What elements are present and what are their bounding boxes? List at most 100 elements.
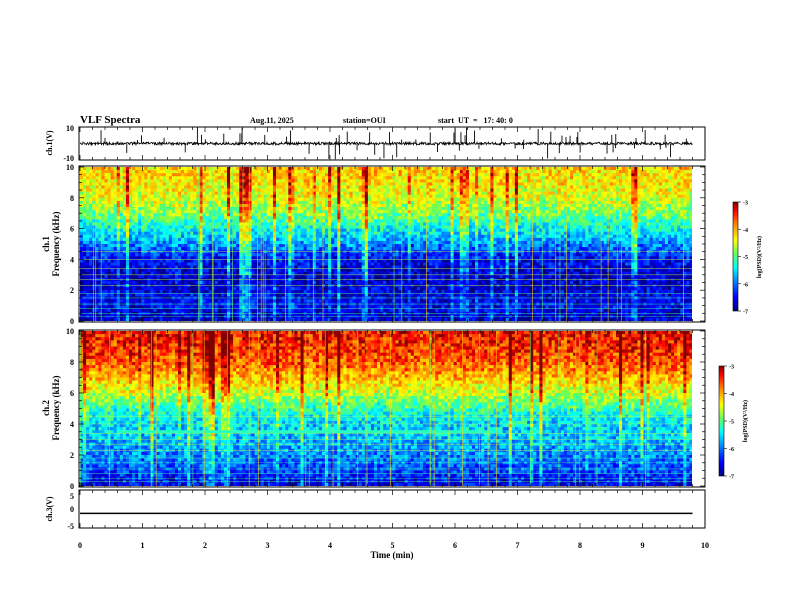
spectrogram-cell — [383, 182, 387, 186]
spectrogram-cell — [162, 185, 167, 189]
spectrogram-cell — [346, 194, 350, 199]
spectrogram-cell — [560, 191, 565, 196]
spectrogram-cell — [539, 225, 543, 229]
spectrogram-cell — [383, 191, 387, 196]
spectrogram-cell — [217, 182, 222, 186]
spectrogram-cell — [334, 234, 338, 239]
spectrogram-cell — [364, 225, 369, 229]
spectrogram-cell — [309, 179, 314, 183]
spectrogram-cell — [101, 179, 105, 183]
spectrogram-cell — [312, 210, 317, 214]
spectrogram-cell — [637, 191, 641, 196]
spectrogram-cell — [429, 197, 433, 202]
spectrogram-cell — [214, 210, 219, 214]
spectrogram-cell — [214, 185, 219, 189]
spectrogram-cell — [370, 185, 375, 189]
spectrogram-cell — [83, 234, 87, 239]
spectrogram-cell — [545, 188, 549, 193]
spectrogram-cell — [416, 216, 421, 220]
spectrogram-cell — [233, 176, 237, 180]
spectrogram-cell — [499, 219, 504, 223]
spectrogram-cell — [514, 188, 519, 193]
spectrogram-cell — [423, 173, 427, 177]
spectrogram-cell — [582, 173, 586, 177]
spectrogram-cell — [579, 173, 583, 177]
spectrogram-cell — [153, 228, 157, 233]
spectrogram-cell — [248, 188, 252, 193]
spectrogram-cell — [548, 210, 553, 214]
spectrogram-cell — [303, 197, 308, 202]
spectrogram-cell — [606, 176, 611, 180]
spectrogram-cell — [677, 194, 681, 199]
spectrogram-cell — [266, 225, 271, 229]
spectrogram-cell — [585, 191, 589, 196]
spectrogram-cell — [132, 225, 136, 229]
spectrogram-cell — [214, 225, 219, 229]
spectrogram-cell — [386, 182, 390, 186]
spectrogram-cell — [536, 225, 540, 229]
spectrogram-cell — [132, 170, 136, 174]
spectrogram-cell — [548, 213, 553, 217]
spectrogram-cell — [343, 182, 347, 186]
spectrogram-cell — [279, 167, 283, 171]
spectrogram-cell — [646, 179, 651, 183]
spectrogram-cell — [588, 231, 592, 236]
spectrogram-cell — [542, 167, 546, 171]
spectrogram-cell — [560, 231, 565, 236]
spectrogram-cell — [600, 176, 605, 180]
spectrogram-cell — [174, 167, 179, 171]
spectrogram-cell — [661, 210, 666, 214]
spectrogram-cell — [171, 182, 176, 186]
spectrogram-cell — [331, 231, 335, 236]
spectrogram-cell — [413, 237, 418, 242]
spectrogram-cell — [597, 234, 602, 239]
spectrogram-cell — [625, 203, 629, 208]
spectrogram-cell — [315, 231, 320, 236]
spectrogram-cell — [162, 240, 167, 245]
spectrogram-cell — [386, 194, 390, 199]
spectrogram-cell — [196, 173, 200, 177]
spectrogram-cell — [285, 176, 289, 180]
spectrogram-cell — [86, 203, 90, 208]
spectrogram-cell — [358, 231, 363, 236]
spectrogram-cell — [447, 237, 451, 242]
spectrogram-cell — [625, 191, 629, 196]
spectrogram-cell — [576, 182, 580, 186]
spectrogram-cell — [86, 170, 90, 174]
spectrogram-cell — [404, 173, 409, 177]
ch1-spectrogram-cells — [80, 167, 692, 321]
spectrogram-cell — [462, 203, 467, 208]
spectrogram-cell — [119, 176, 124, 180]
spectrogram-cell — [132, 185, 136, 189]
spectrogram-cell — [364, 200, 369, 205]
spectrogram-cell — [609, 203, 614, 208]
spectrogram-cell — [334, 231, 338, 236]
spectrogram-cell — [631, 170, 635, 174]
spectrogram-cell — [138, 207, 142, 211]
spectrogram-cell — [147, 173, 151, 177]
spectrogram-cell — [276, 203, 280, 208]
spectrogram-cell — [352, 176, 357, 180]
spectrogram-cell — [511, 234, 516, 239]
spectrogram-cell — [426, 200, 430, 205]
spectrogram-cell — [208, 240, 213, 245]
spectrogram-cell — [309, 167, 314, 171]
spectrogram-cell — [98, 234, 102, 239]
spectrogram-cell — [429, 185, 433, 189]
spectrogram-cell — [496, 173, 500, 177]
spectrogram-cell — [245, 188, 249, 193]
spectrogram-cell — [80, 194, 84, 199]
spectrogram-cell — [291, 200, 295, 205]
spectrogram-cell — [674, 176, 678, 180]
spectrogram-cell — [125, 216, 130, 220]
spectrogram-cell — [202, 170, 206, 174]
spectrogram-cell — [646, 182, 651, 186]
spectrogram-cell — [132, 203, 136, 208]
spectrogram-cell — [612, 179, 617, 183]
spectrogram-cell — [162, 197, 167, 202]
spectrogram-cell — [511, 179, 516, 183]
spectrogram-cell — [677, 203, 681, 208]
spectrogram-cell — [328, 225, 332, 229]
spectrogram-cell — [184, 216, 188, 220]
spectrogram-cell — [285, 213, 289, 217]
